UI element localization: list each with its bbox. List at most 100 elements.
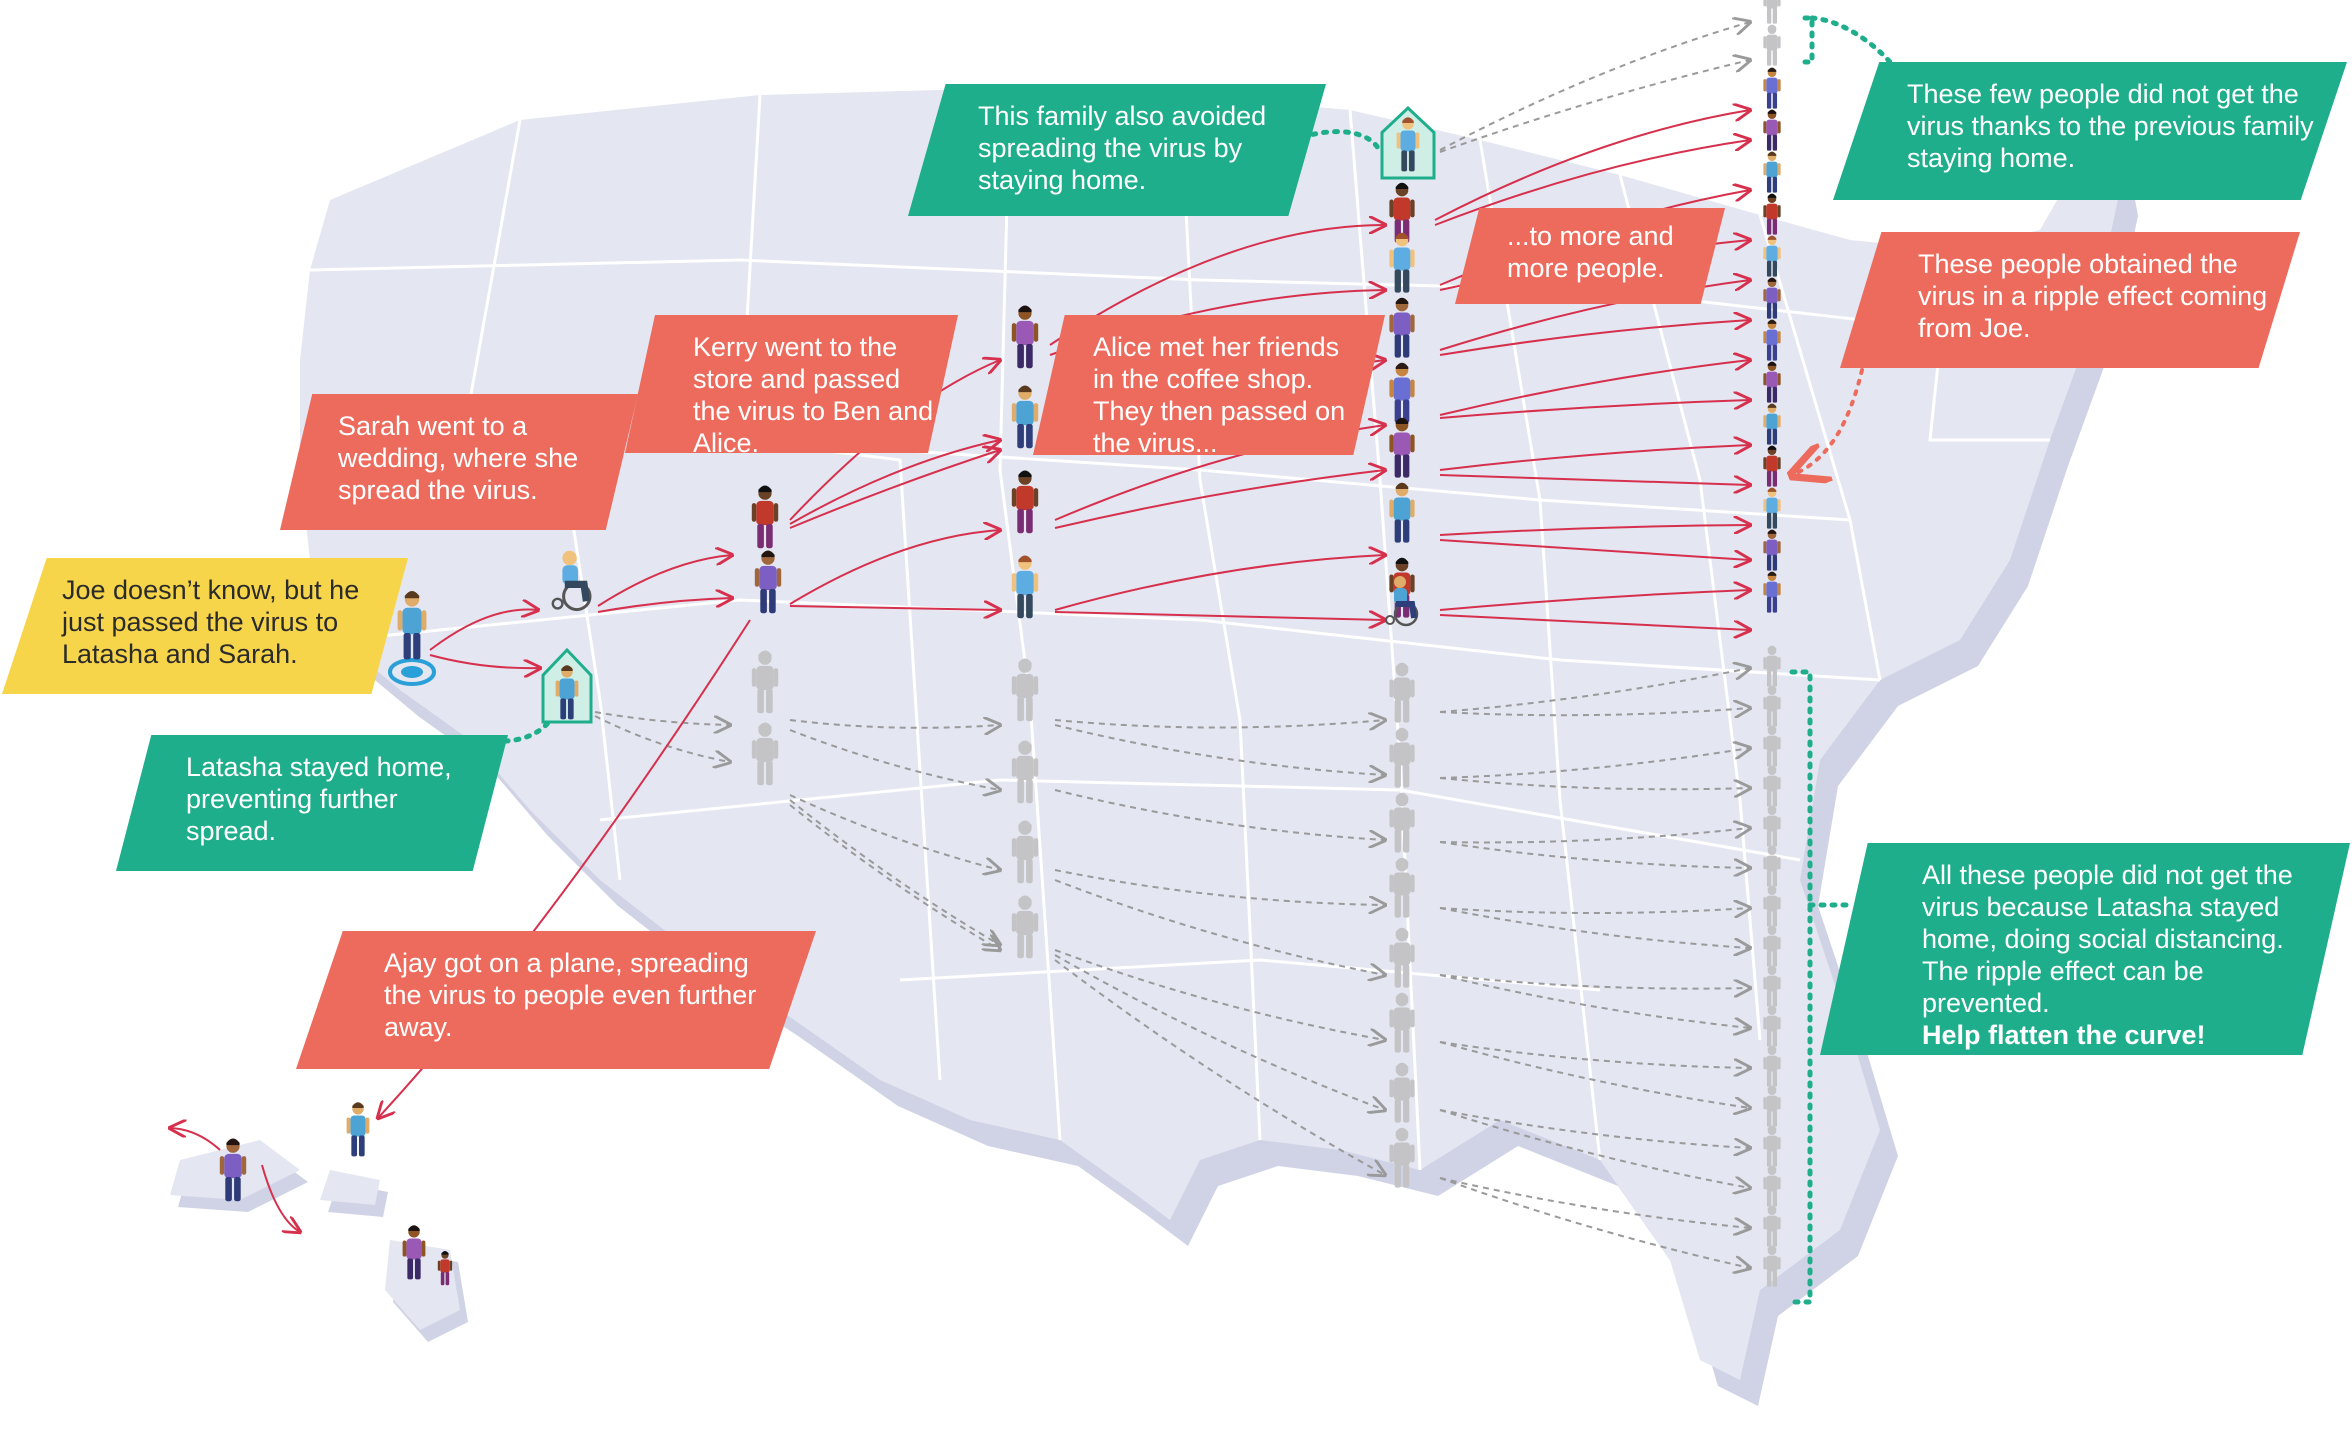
ripple-callout: These people obtained the virus in a rip… bbox=[1840, 232, 2300, 368]
avoided-arrow bbox=[1439, 974, 1750, 1028]
avoided-person-icon bbox=[1763, 1125, 1781, 1167]
infection-arrow bbox=[1439, 360, 1750, 416]
infection-arrow bbox=[1054, 555, 1385, 611]
family-person-icon bbox=[1396, 117, 1420, 172]
kerry-callout-text: Kerry went to the store and passed the v… bbox=[693, 332, 934, 458]
infected-person-icon bbox=[1763, 319, 1781, 361]
few-people-callout: These few people did not get the virus t… bbox=[1833, 62, 2347, 200]
avoided-person-icon bbox=[1389, 927, 1415, 988]
all-these-callout-text: All these people did not get the virus b… bbox=[1922, 860, 2293, 1018]
infected-person-icon bbox=[1389, 297, 1415, 358]
infection-arrow bbox=[1439, 280, 1750, 351]
infection-arrow bbox=[789, 450, 1000, 529]
infected-person-icon bbox=[1763, 193, 1781, 235]
avoided-person-icon bbox=[1011, 820, 1039, 884]
avoided-arrow bbox=[1054, 869, 1385, 905]
avoided-person-icon bbox=[1389, 662, 1415, 723]
dotted-connectors bbox=[502, 15, 1893, 1305]
infected-person-icon bbox=[1011, 305, 1039, 369]
infected-person-icon bbox=[1763, 571, 1781, 613]
infected-person-icon bbox=[1763, 487, 1781, 529]
infection-arrow bbox=[1439, 400, 1750, 419]
infected-person-icon bbox=[1763, 109, 1781, 151]
infected-person-icon bbox=[1763, 445, 1781, 487]
sarah-callout: Sarah went to a wedding, where she sprea… bbox=[280, 394, 638, 530]
avoided-arrow bbox=[1439, 1177, 1750, 1228]
avoided-arrow bbox=[1439, 907, 1750, 948]
infection-arrow bbox=[1439, 614, 1750, 630]
few-people-bracket bbox=[1802, 15, 1893, 65]
avoided-arrow bbox=[1054, 789, 1385, 840]
alice-callout: Alice met her friends in the coffee shop… bbox=[1033, 315, 1385, 455]
infected-person-icon bbox=[1011, 385, 1039, 449]
avoided-arrow bbox=[1054, 720, 1385, 728]
latasha-avoided-arrow bbox=[594, 715, 730, 762]
kerry-person-icon bbox=[751, 485, 779, 549]
avoided-arrow bbox=[1054, 724, 1385, 775]
avoided-arrow bbox=[1439, 1109, 1750, 1148]
avoided-arrow bbox=[1439, 777, 1750, 789]
family-callout: This family also avoided spreading the v… bbox=[908, 84, 1326, 216]
kerry-callout: Kerry went to the store and passed the v… bbox=[625, 315, 958, 453]
infection-arrow bbox=[1439, 445, 1750, 471]
infected-person-icon bbox=[1011, 555, 1039, 619]
all-these-bracket bbox=[1789, 669, 1851, 1305]
sarah-callout-text: Sarah went to a wedding, where she sprea… bbox=[338, 411, 579, 505]
avoided-arrow bbox=[1054, 879, 1385, 975]
infected-person-icon bbox=[1763, 151, 1781, 193]
avoided-arrow bbox=[789, 729, 1000, 790]
ajay-callout-text: Ajay got on a plane, spreading the virus… bbox=[384, 948, 757, 1042]
infection-arrow bbox=[1054, 470, 1385, 529]
infected-person-icon bbox=[1389, 482, 1415, 543]
infection-arrow bbox=[789, 440, 1000, 525]
latasha-person-icon bbox=[555, 665, 579, 720]
family-callout-connector bbox=[1299, 129, 1381, 151]
infected-person-icon bbox=[1763, 403, 1781, 445]
infection-arrow bbox=[1439, 525, 1750, 536]
sarah-to-ajay-arrow bbox=[597, 598, 732, 613]
islander-child-icon bbox=[437, 1251, 453, 1286]
infection-arrow bbox=[789, 606, 1000, 610]
avoided-person-icon bbox=[1763, 1045, 1781, 1087]
avoided-person-icon bbox=[1763, 925, 1781, 967]
avoided-person-icon bbox=[1763, 845, 1781, 887]
avoided-person-icon bbox=[1389, 1062, 1415, 1123]
avoided-arrow bbox=[1054, 954, 1385, 1110]
avoided-arrow bbox=[1439, 1041, 1750, 1108]
avoided-arrow bbox=[1439, 908, 1750, 913]
infection-arrow bbox=[1054, 612, 1385, 620]
all-these-callout: All these people did not get the virus b… bbox=[1820, 843, 2350, 1055]
infected-person-icon bbox=[1763, 277, 1781, 319]
infected-person-icon bbox=[1389, 417, 1415, 478]
sarah-to-kerry-arrow bbox=[597, 555, 732, 607]
more-people-callout-text: ...to more and more people. bbox=[1507, 221, 1674, 283]
ripple-callout-text: These people obtained the virus in a rip… bbox=[1918, 249, 2268, 343]
avoided-arrow bbox=[1439, 708, 1750, 715]
avoided-arrow bbox=[1439, 22, 1750, 151]
few-people-person-icon bbox=[1763, 0, 1781, 24]
joe-to-latasha-arrow bbox=[429, 654, 540, 668]
latasha-callout: Latasha stayed home, preventing further … bbox=[116, 735, 508, 871]
more-people-callout: ...to more and more people. bbox=[1455, 208, 1725, 304]
infection-arrow bbox=[1439, 590, 1750, 611]
infected-person-icon bbox=[1389, 362, 1415, 423]
avoided-arrow bbox=[789, 794, 1000, 870]
infected-person-icon bbox=[1011, 470, 1039, 534]
joe-person-icon bbox=[397, 591, 427, 660]
avoided-person-icon bbox=[1389, 857, 1415, 918]
avoided-arrow bbox=[1439, 1041, 1750, 1068]
avoided-arrow bbox=[1439, 841, 1750, 868]
infected-person-icon bbox=[1763, 529, 1781, 571]
islander-person-icon bbox=[346, 1102, 370, 1157]
avoided-person-icon bbox=[1011, 658, 1039, 722]
avoided-arrow bbox=[789, 799, 1000, 945]
infection-arrow bbox=[1434, 110, 1750, 221]
avoided-arrow bbox=[1439, 668, 1750, 713]
islands-land bbox=[170, 1140, 460, 1330]
avoided-person-icon bbox=[1389, 992, 1415, 1053]
avoided-person-icon bbox=[1763, 1005, 1781, 1047]
avoided-transmission-arrows bbox=[594, 22, 1750, 1268]
avoided-person-icon bbox=[1389, 792, 1415, 853]
